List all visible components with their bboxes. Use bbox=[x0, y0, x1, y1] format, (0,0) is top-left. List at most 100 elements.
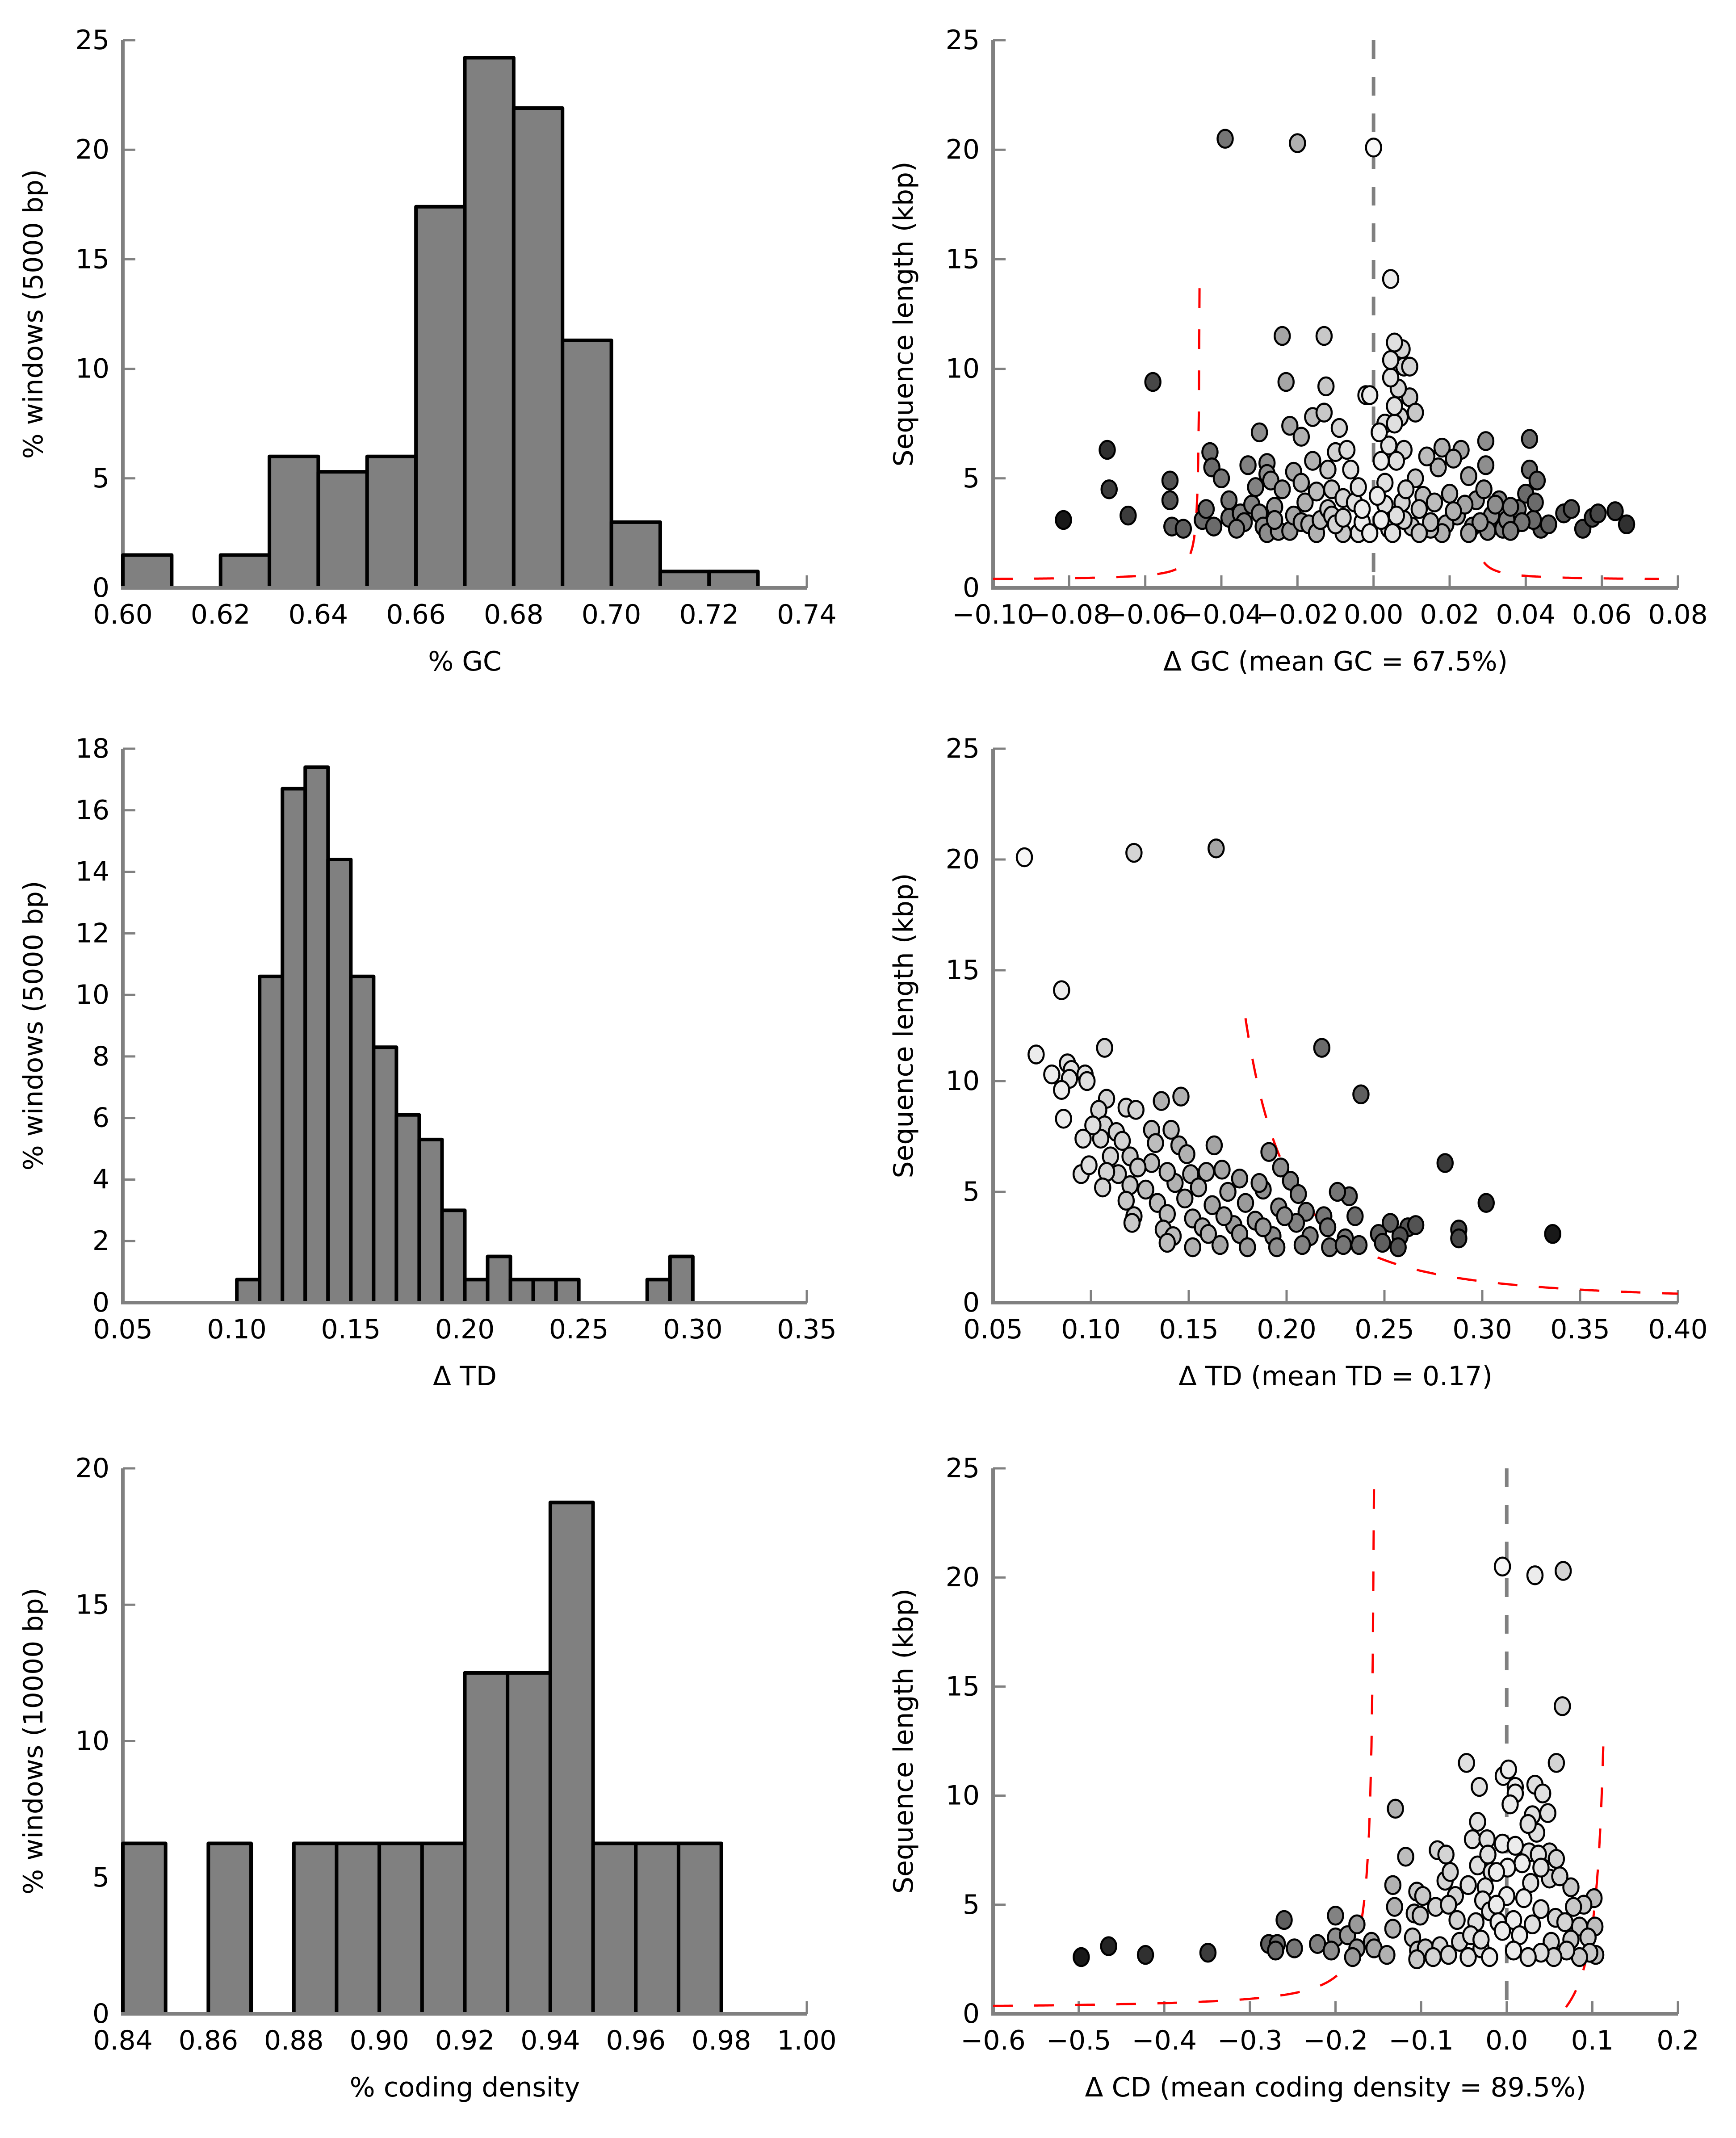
scatter-point bbox=[1027, 1044, 1045, 1065]
x-tick-label: 0.15 bbox=[321, 1314, 381, 1345]
scatter-point bbox=[1322, 1941, 1340, 1961]
scatter-point bbox=[1172, 1086, 1190, 1107]
scatter-point bbox=[1477, 1193, 1495, 1213]
scatter-point bbox=[1361, 385, 1379, 405]
scatter-point bbox=[1547, 1753, 1565, 1773]
x-tick-label: 0.40 bbox=[1648, 1314, 1708, 1345]
histogram-bar bbox=[609, 520, 662, 590]
x-tick-label: −0.5 bbox=[1046, 2025, 1111, 2056]
scatter-point bbox=[1205, 1135, 1223, 1156]
scatter-point bbox=[1433, 437, 1451, 458]
scatter-point bbox=[1292, 427, 1310, 447]
x-tick-label: 0.92 bbox=[435, 2025, 495, 2056]
x-tick-label: 0.05 bbox=[963, 1314, 1023, 1345]
scatter-point bbox=[1161, 490, 1179, 511]
threshold-curve bbox=[993, 1486, 1375, 2007]
scatter-point bbox=[1506, 1836, 1524, 1856]
histogram-bar bbox=[326, 858, 353, 1304]
y-tick-label: 5 bbox=[92, 463, 109, 494]
histogram-bar bbox=[349, 974, 376, 1305]
histogram-bar bbox=[463, 1278, 490, 1304]
scatter-point bbox=[1475, 479, 1493, 499]
scatter-point bbox=[1162, 1119, 1180, 1140]
scatter-point bbox=[1501, 1794, 1519, 1815]
scatter-point bbox=[1205, 516, 1223, 537]
histogram-bar bbox=[235, 1278, 262, 1304]
scatter-point bbox=[1410, 499, 1428, 519]
x-tick-label: 0.25 bbox=[549, 1314, 609, 1345]
scatter-point bbox=[1055, 1109, 1072, 1129]
x-tick-label: −0.10 bbox=[952, 599, 1034, 630]
histogram-bar bbox=[414, 205, 467, 590]
scatter-point bbox=[1078, 1071, 1096, 1091]
scatter-point bbox=[1460, 523, 1477, 543]
scatter-point bbox=[1519, 1814, 1537, 1834]
y-tick-label: 20 bbox=[946, 134, 980, 165]
histogram-bar bbox=[548, 1501, 595, 2016]
scatter-point bbox=[1319, 1217, 1337, 1237]
scatter-point bbox=[1426, 492, 1443, 512]
y-tick-label: 15 bbox=[75, 1589, 109, 1620]
x-tick-label: −0.06 bbox=[1104, 599, 1187, 630]
x-tick-label: 0.2 bbox=[1656, 2025, 1699, 2056]
scatter-point bbox=[1469, 1811, 1486, 1832]
y-tick-label: 5 bbox=[963, 463, 980, 494]
histogram-gc-panel: 0 5 10 15 20 25 0.60 0.62 0.64 0.66 0.68 0.70 0.72 0.… bbox=[18, 25, 837, 677]
histogram-bar bbox=[591, 1841, 638, 2016]
scatter-point bbox=[1382, 367, 1400, 388]
scatter-point bbox=[1493, 1556, 1511, 1577]
x-tick-label: 0.90 bbox=[349, 2025, 409, 2056]
scatter-point bbox=[1137, 1179, 1154, 1200]
scatter-point bbox=[1414, 1886, 1432, 1906]
histogram-bar bbox=[377, 1841, 424, 2016]
scatter-point bbox=[1330, 418, 1348, 438]
y-tick-label: 4 bbox=[92, 1164, 109, 1195]
x-tick-label: 0.84 bbox=[93, 2025, 153, 2056]
scatter-point bbox=[1493, 1921, 1511, 1941]
scatter-point bbox=[1178, 1144, 1195, 1164]
scatter-point bbox=[1551, 1866, 1568, 1886]
x-tick-label: 0.35 bbox=[777, 1314, 837, 1345]
histogram-bar bbox=[463, 56, 516, 590]
histogram-bar bbox=[268, 454, 320, 590]
scatter-point bbox=[1247, 477, 1264, 497]
scatter-gc-panel: 0 5 10 15 20 25 −0.10−0.08−0.06−0.04−0.02 0.00 0… bbox=[888, 25, 1708, 677]
y-tick-label: 14 bbox=[75, 856, 109, 888]
histogram-bar bbox=[417, 1137, 444, 1305]
scatter-point bbox=[1618, 514, 1635, 535]
x-tick-label: −0.3 bbox=[1217, 2025, 1283, 2056]
y-tick-label: 5 bbox=[92, 1862, 109, 1893]
scatter-point bbox=[1208, 838, 1225, 859]
y-tick-label: 20 bbox=[75, 134, 109, 165]
x-tick-label: 0.10 bbox=[1061, 1314, 1121, 1345]
y-tick-label: 0 bbox=[92, 1998, 109, 2029]
histogram-bar bbox=[531, 1278, 558, 1304]
scatter-point bbox=[1289, 133, 1306, 153]
scatter-point bbox=[1120, 505, 1137, 526]
x-tick-label: −0.1 bbox=[1388, 2025, 1454, 2056]
scatter-point bbox=[1407, 402, 1424, 423]
threshold-curve bbox=[1483, 561, 1659, 580]
x-axis-label: % GC bbox=[428, 646, 501, 677]
histogram-bar bbox=[486, 1254, 512, 1305]
scatter-point bbox=[1563, 499, 1580, 519]
scatter-point bbox=[1197, 499, 1215, 519]
histogram-bar bbox=[121, 1841, 168, 2016]
y-tick-label: 10 bbox=[75, 353, 109, 385]
y-tick-label: 15 bbox=[946, 955, 980, 986]
scatter-point bbox=[1386, 1897, 1403, 1917]
scatter-point bbox=[1389, 1237, 1407, 1258]
scatter-point bbox=[1158, 1162, 1176, 1182]
y-tick-label: 16 bbox=[75, 795, 109, 826]
scatter-point bbox=[1342, 459, 1359, 480]
scatter-point bbox=[1387, 1798, 1404, 1819]
x-tick-label: 0.98 bbox=[692, 2025, 751, 2056]
scatter-point bbox=[1334, 1235, 1352, 1255]
y-tick-label: 5 bbox=[963, 1176, 980, 1207]
scatter-point bbox=[1502, 497, 1519, 517]
scatter-point bbox=[1250, 422, 1268, 443]
y-tick-label: 10 bbox=[75, 979, 109, 1010]
histogram-bar bbox=[281, 787, 307, 1304]
scatter-point bbox=[1190, 1177, 1208, 1198]
scatter-point bbox=[1500, 1759, 1517, 1780]
